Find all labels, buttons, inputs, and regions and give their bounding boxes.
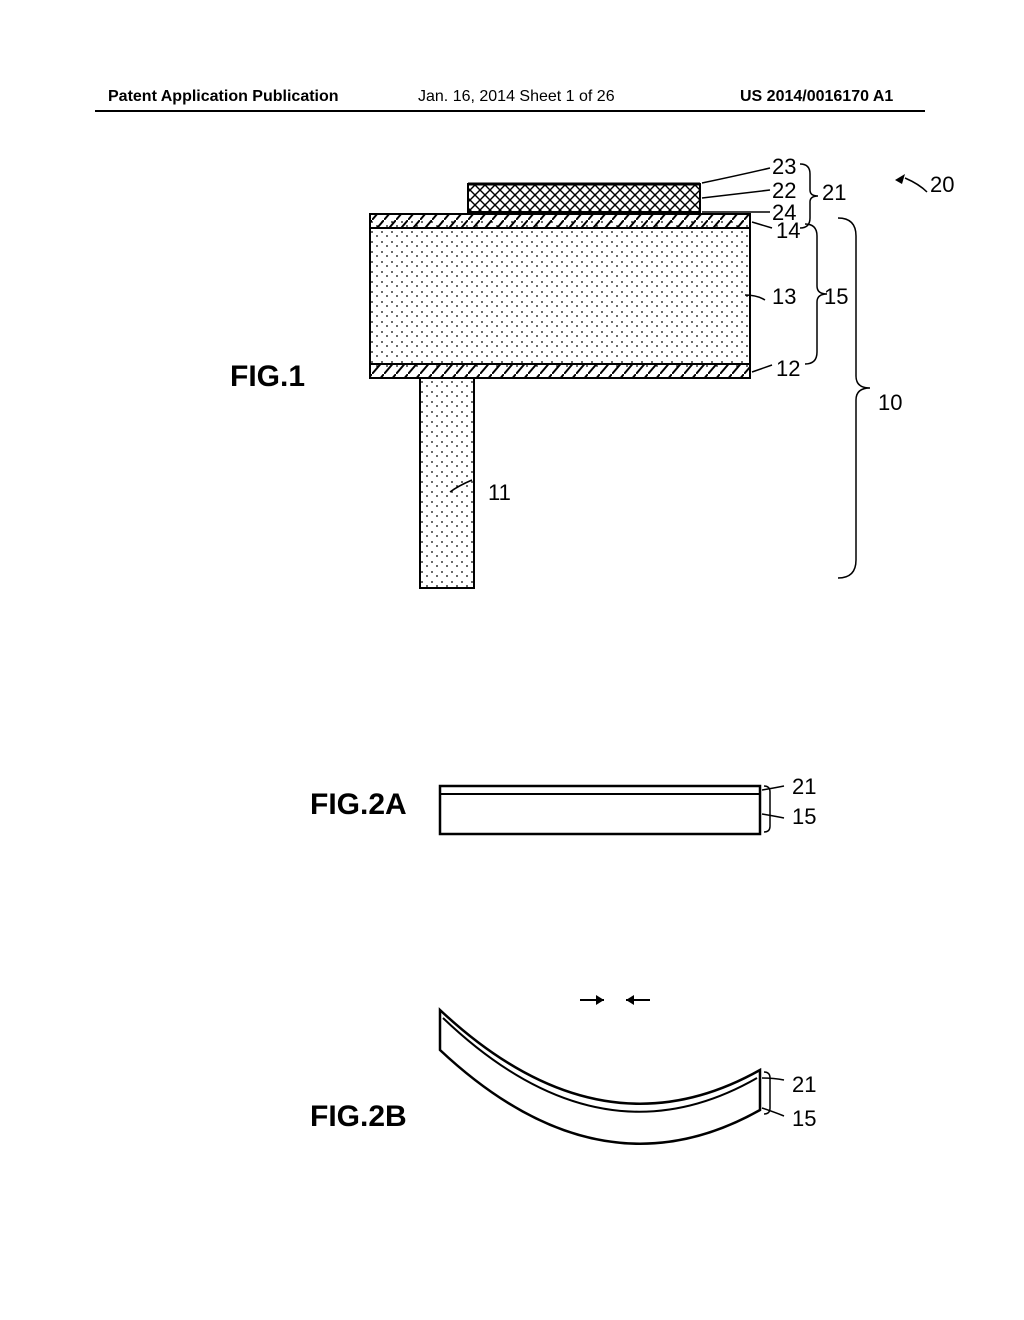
ref-11: 11 bbox=[488, 480, 511, 506]
ref-21: 21 bbox=[822, 180, 846, 206]
header: Patent Application Publication Jan. 16, … bbox=[0, 88, 1024, 108]
page: Patent Application Publication Jan. 16, … bbox=[0, 0, 1024, 1320]
header-right: US 2014/0016170 A1 bbox=[740, 88, 893, 106]
fig2a-drawing bbox=[0, 760, 1024, 880]
fig2b-ref-15: 15 bbox=[792, 1106, 816, 1132]
header-left: Patent Application Publication bbox=[108, 88, 339, 106]
header-mid: Jan. 16, 2014 Sheet 1 of 26 bbox=[418, 88, 615, 106]
fig2b-drawing bbox=[0, 960, 1024, 1180]
ref-10: 10 bbox=[878, 390, 902, 416]
ref-20: 20 bbox=[930, 172, 954, 198]
fig2a-ref-21: 21 bbox=[792, 774, 816, 800]
fig2b-ref-21: 21 bbox=[792, 1072, 816, 1098]
ref-15: 15 bbox=[824, 284, 848, 310]
ref-23: 23 bbox=[772, 154, 796, 180]
ref-12: 12 bbox=[776, 356, 800, 382]
header-rule bbox=[95, 110, 925, 112]
ref-13: 13 bbox=[772, 284, 796, 310]
fig2a-ref-15: 15 bbox=[792, 804, 816, 830]
ref-14: 14 bbox=[776, 218, 800, 244]
fig1-drawing bbox=[0, 150, 1024, 770]
